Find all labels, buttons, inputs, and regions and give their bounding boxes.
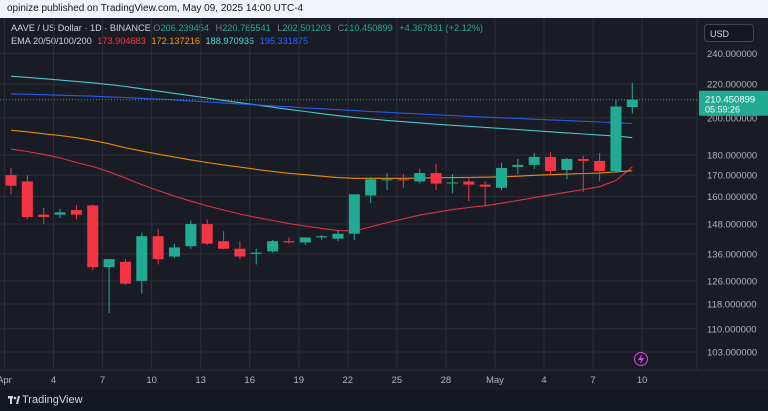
x-tick-label: Apr <box>0 375 12 386</box>
candle-body <box>5 175 17 186</box>
y-tick-label: 103.000000 <box>707 348 757 359</box>
y-tick-label: 148.000000 <box>707 220 757 231</box>
symbol-legend: AAVE / US Dollar · 1D · BINANCE O206.239… <box>11 23 487 33</box>
y-tick-label: 240.000000 <box>707 49 757 60</box>
x-tick-label: 16 <box>244 375 255 386</box>
low-key: L <box>277 23 283 33</box>
last-price-tag <box>699 90 768 116</box>
y-tick-label: 118.000000 <box>707 300 757 311</box>
candle-body <box>446 182 458 184</box>
y-tick-label: 126.000000 <box>707 276 757 287</box>
ema-label: EMA 20/50/100/200 <box>11 36 92 46</box>
open-key: O <box>153 23 161 33</box>
tradingview-logo-icon <box>8 396 20 404</box>
candle-body <box>561 158 573 170</box>
candle-body <box>283 241 295 243</box>
ema50-value: 172.137216 <box>151 36 200 46</box>
candle-body <box>332 233 344 239</box>
candle-body <box>250 252 262 254</box>
ema-line-ema50 <box>10 129 633 179</box>
candle-body <box>70 210 82 215</box>
candle-body <box>479 184 491 187</box>
ema-line-ema100 <box>10 75 633 139</box>
candle-body <box>512 164 524 167</box>
candle-body <box>152 236 164 260</box>
candle-body <box>430 173 442 184</box>
ema100-value: 188.970936 <box>205 36 255 46</box>
candle-body <box>381 179 393 181</box>
low-value: 202.501203 <box>282 23 331 33</box>
candle-body <box>201 224 213 244</box>
y-tick-label: 110.000000 <box>707 324 757 335</box>
ema200-value: 195.331875 <box>259 36 309 46</box>
y-tick-label: 200.000000 <box>707 113 757 124</box>
price-chart[interactable]: 240.000000 220.000000 200.000000 180.000000… <box>0 18 768 390</box>
candle-body <box>463 181 475 185</box>
lightning-icon <box>634 352 648 366</box>
candle-body <box>87 205 99 268</box>
candle-body <box>348 194 360 234</box>
ema20-value: 173.904683 <box>97 36 146 46</box>
candle-body <box>234 248 246 257</box>
y-tick-label: 160.000000 <box>707 192 757 203</box>
high-key: H <box>215 23 223 33</box>
candle-body <box>528 156 540 165</box>
x-tick-label: 7 <box>590 375 595 386</box>
publish-info-text: opinize published on TradingView.com, Ma… <box>7 3 304 14</box>
candle-body <box>218 241 230 249</box>
x-tick-label: 22 <box>343 375 354 386</box>
x-tick-label: 25 <box>392 375 403 386</box>
currency-button[interactable]: USD <box>704 24 754 42</box>
ema-line-ema200 <box>10 93 633 125</box>
candle-body <box>316 236 328 238</box>
ema-legend[interactable]: EMA 20/50/100/200 173.904683 172.137216 … <box>11 36 308 46</box>
candle-body <box>185 224 197 247</box>
candle-body <box>610 106 622 172</box>
candle-body <box>119 261 131 284</box>
footer-bar: TradingView <box>0 390 768 411</box>
candle-body <box>545 156 557 172</box>
footer-brand: TradingView <box>22 394 83 406</box>
y-tick-label: 170.000000 <box>707 171 757 182</box>
open-value: 206.239454 <box>160 23 209 33</box>
x-tick-label: 7 <box>100 375 105 386</box>
y-tick-label: 220.000000 <box>707 80 757 91</box>
candle-body <box>414 173 426 182</box>
candle-body <box>496 167 507 188</box>
candle-body <box>577 158 589 161</box>
x-tick-label: May <box>486 375 504 386</box>
lightning-icon-glyph <box>638 354 644 364</box>
candle-body <box>21 181 33 217</box>
candle-body <box>54 212 66 215</box>
candle-body <box>299 237 311 243</box>
candle-body <box>267 241 279 252</box>
x-tick-label: 10 <box>146 375 157 386</box>
candle-body <box>136 236 148 281</box>
x-tick-label: 19 <box>293 375 304 386</box>
change-value: +4.367831 (+2.12%) <box>399 23 484 33</box>
symbol-title: AAVE / US Dollar · 1D · BINANCE <box>11 23 151 33</box>
close-key: C <box>337 23 345 33</box>
x-tick-label: 28 <box>441 375 452 386</box>
x-tick-label: 4 <box>51 375 56 386</box>
chart-frame[interactable]: AAVE / US Dollar · 1D · BINANCE O206.239… <box>0 18 768 390</box>
candle-body <box>38 214 50 217</box>
candle-body <box>365 179 377 196</box>
x-tick-label: 4 <box>541 375 546 386</box>
candle-body <box>594 160 606 172</box>
y-tick-label: 180.000000 <box>707 150 757 161</box>
candle-body <box>169 247 180 257</box>
publish-info-bar: opinize published on TradingView.com, Ma… <box>0 0 768 18</box>
candle-body <box>397 179 409 181</box>
last-price-label: 210.450899 <box>705 94 755 105</box>
y-tick-label: 136.000000 <box>707 249 757 260</box>
ema-line-ema20 <box>10 148 633 232</box>
countdown-label: 05:59:26 <box>705 104 740 114</box>
x-tick-label: 13 <box>195 375 206 386</box>
candle-body <box>626 99 638 107</box>
candle-body <box>103 259 115 268</box>
x-tick-label: 10 <box>637 375 648 386</box>
close-value: 210.450899 <box>344 23 393 33</box>
high-value: 220.765541 <box>222 23 271 33</box>
